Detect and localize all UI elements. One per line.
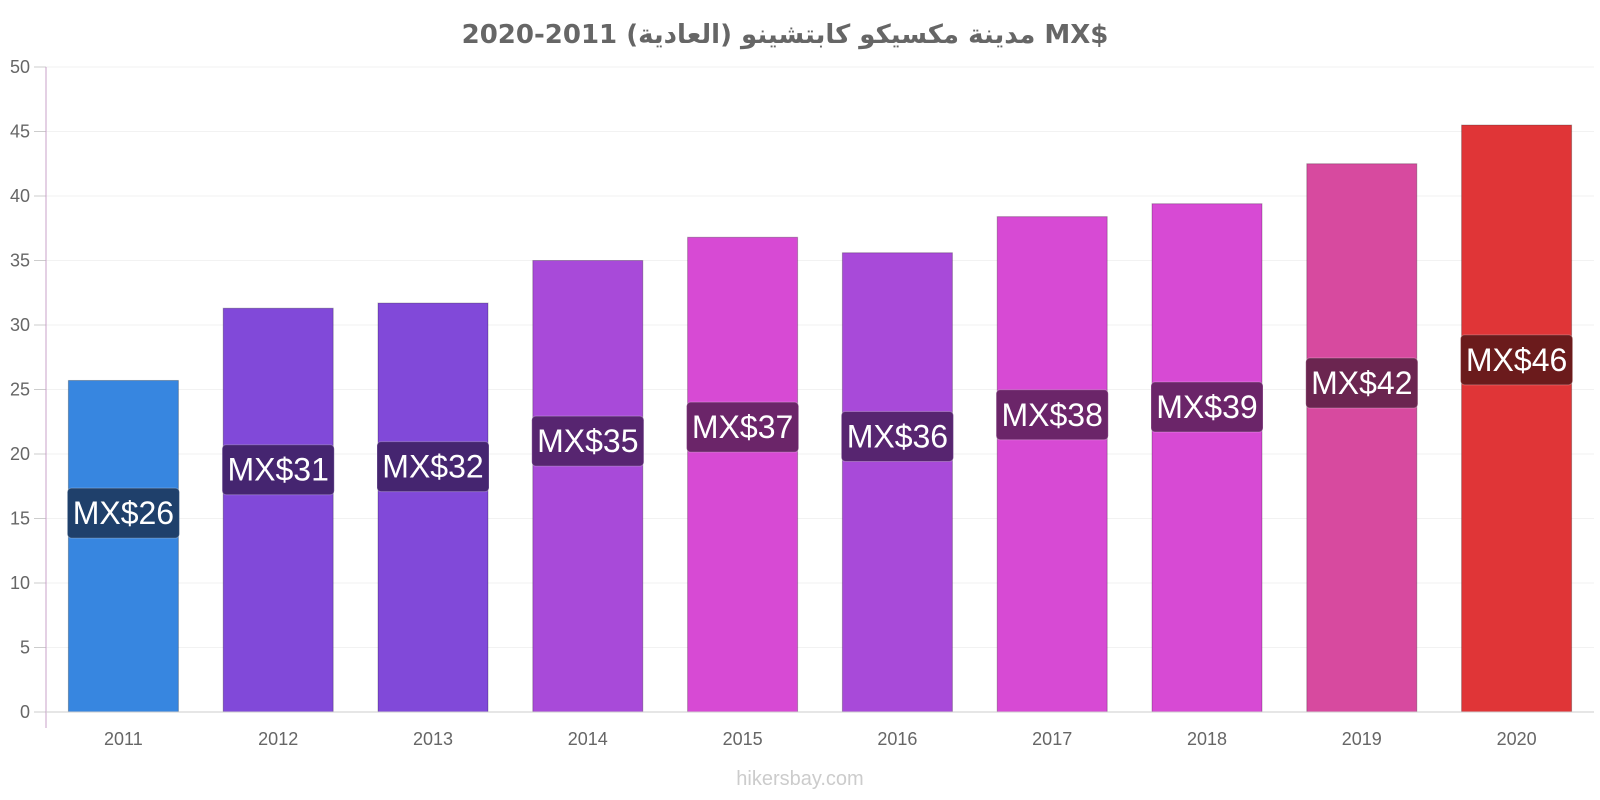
x-tick-label: 2016: [877, 729, 917, 749]
data-label: MX$38: [1002, 397, 1103, 433]
chart-title: مدينة مكسيكو كابتشينو (العادية) 2011-202…: [462, 20, 1109, 50]
bar: [377, 302, 489, 713]
data-label: MX$35: [537, 423, 638, 459]
data-label-box: [995, 389, 1109, 441]
x-tick-label: 2012: [258, 729, 298, 749]
data-label-box: [1305, 357, 1419, 409]
x-tick-label: 2018: [1187, 729, 1227, 749]
data-label-box: [1460, 334, 1574, 386]
data-label-box: [66, 487, 180, 539]
y-tick-label: 50: [10, 57, 30, 77]
data-label: MX$39: [1156, 389, 1257, 425]
data-label: MX$32: [382, 449, 483, 485]
data-label: MX$42: [1311, 365, 1412, 401]
data-label: MX$37: [692, 409, 793, 445]
x-tick-label: 2017: [1032, 729, 1072, 749]
y-tick-label: 30: [10, 315, 30, 335]
y-tick-label: 5: [20, 638, 30, 658]
data-label: MX$26: [73, 495, 174, 531]
y-tick-label: 0: [20, 702, 30, 722]
data-label: MX$46: [1466, 342, 1567, 378]
bar: [996, 216, 1108, 713]
data-label-box: [686, 401, 800, 453]
bars-group: [67, 124, 1573, 713]
bar: [841, 252, 953, 713]
y-tick-label: 45: [10, 122, 30, 142]
x-axis: 2011 2012 2013 2014 2015 2016 2017 2018 2019 2020: [46, 711, 1594, 749]
data-label-box: [840, 410, 954, 462]
data-label-box: [376, 441, 490, 493]
y-tick-label: 35: [10, 251, 30, 271]
bar: [67, 379, 179, 713]
bar: [1151, 203, 1263, 713]
bar: [532, 260, 644, 713]
data-label-box: [1150, 381, 1264, 433]
x-tick-label: 2011: [104, 729, 143, 749]
y-tick-label: 40: [10, 186, 30, 206]
bar: [222, 307, 334, 713]
x-tick-label: 2020: [1497, 729, 1537, 749]
y-axis: 0 5 10 15 20 25 30 35 40 45 50: [10, 57, 47, 728]
data-label-box: [531, 415, 645, 467]
data-label-box: [221, 444, 335, 496]
data-label: MX$36: [847, 418, 948, 454]
y-tick-label: 20: [10, 444, 30, 464]
x-tick-label: 2015: [723, 729, 763, 749]
data-labels-group: MX$26 MX$31 MX$32 MX$35 MX$37 MX$36 MX$38 MX$39…: [66, 334, 1574, 539]
source-watermark: hikersbay.com: [736, 768, 864, 790]
x-tick-label: 2013: [413, 729, 453, 749]
bar: [687, 236, 799, 713]
bar: [1306, 163, 1418, 713]
y-tick-label: 15: [10, 509, 30, 529]
bar: [1461, 124, 1573, 713]
y-tick-label: 25: [10, 380, 30, 400]
data-label: MX$31: [228, 452, 329, 488]
x-tick-label: 2014: [568, 729, 608, 749]
y-tick-label: 10: [10, 573, 30, 593]
x-tick-label: 2019: [1342, 729, 1382, 749]
